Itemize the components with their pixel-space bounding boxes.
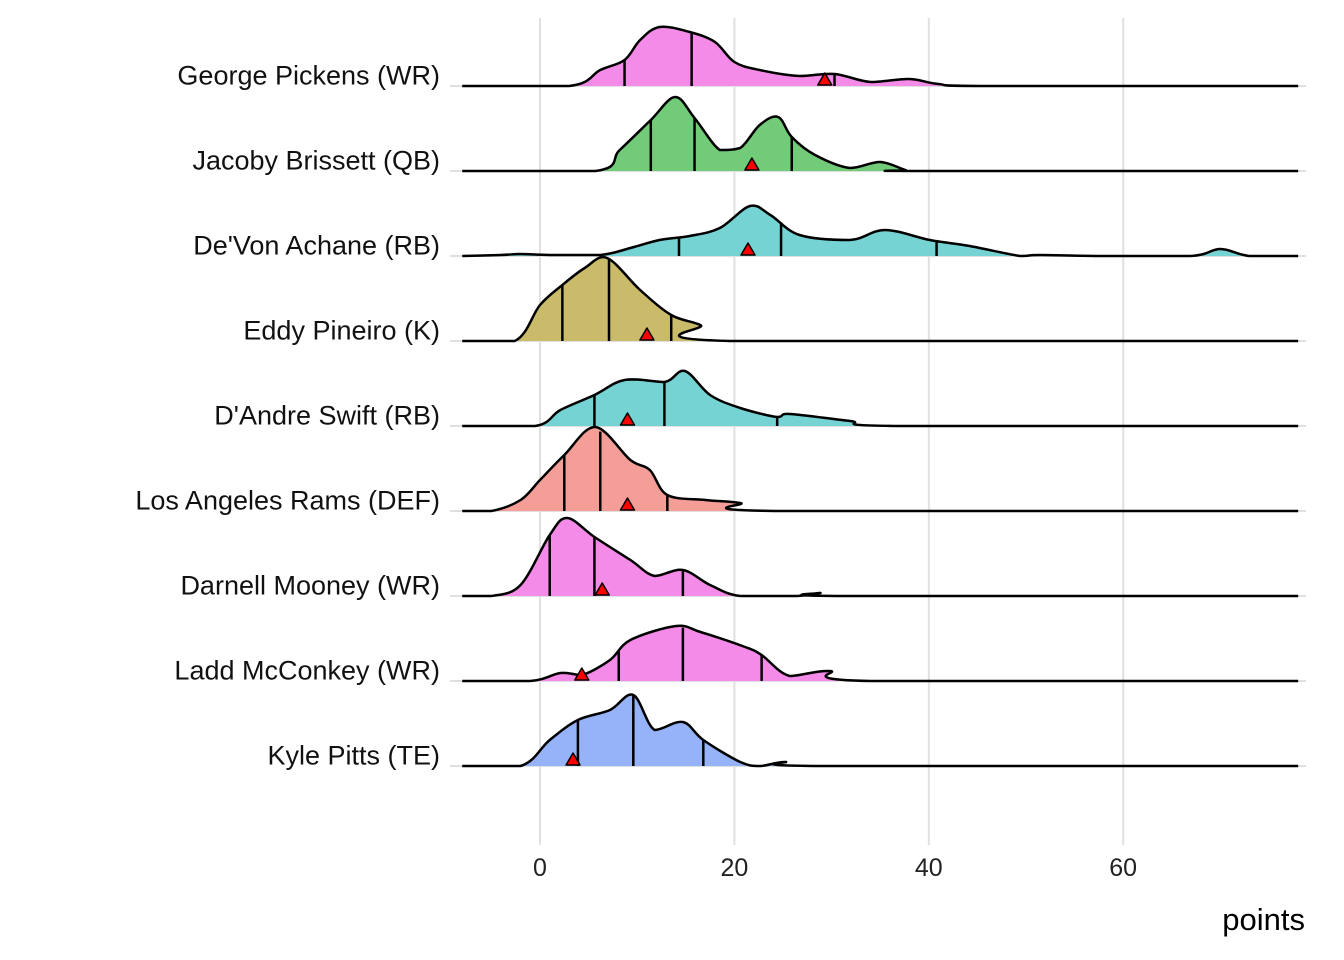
- density-fill: [462, 694, 1299, 766]
- density-fill: [462, 370, 1299, 426]
- marker-triangle: [740, 242, 756, 256]
- x-axis-ticks: 0 20 40 60: [533, 854, 1137, 882]
- y-label: Kyle Pitts (TE): [267, 741, 440, 771]
- density-outline: [462, 624, 1299, 683]
- density-fill: [462, 26, 1299, 86]
- density-fill: [462, 625, 1299, 681]
- y-label: George Pickens (WR): [177, 61, 440, 91]
- marker-triangle: [744, 157, 760, 171]
- density-outline: [462, 204, 1299, 258]
- y-label: Eddy Pineiro (K): [243, 316, 440, 346]
- marker-triangle: [817, 72, 833, 86]
- ridge-4: [462, 369, 1299, 428]
- marker-triangle: [619, 497, 636, 511]
- density-outline: [462, 369, 1299, 428]
- y-label: Darnell Mooney (WR): [180, 571, 440, 601]
- ridges: [462, 25, 1299, 768]
- density-outline: [462, 516, 1299, 598]
- x-tick-label: 60: [1109, 854, 1137, 882]
- marker-triangle: [639, 327, 655, 341]
- density-outline: [462, 95, 1299, 173]
- marker-triangle: [565, 752, 581, 766]
- ridge-7: [462, 624, 1299, 683]
- y-label: Jacoby Brissett (QB): [192, 146, 440, 176]
- density-fill: [462, 426, 1299, 511]
- density-outline: [462, 693, 1299, 768]
- y-label: Ladd McConkey (WR): [174, 656, 440, 686]
- density-fill: [462, 517, 1299, 596]
- marker-triangle: [594, 582, 610, 596]
- marker-triangle: [619, 412, 636, 426]
- x-tick-label: 20: [720, 854, 748, 882]
- marker-triangle: [574, 667, 590, 681]
- density-outline: [462, 255, 1299, 343]
- y-label: D'Andre Swift (RB): [214, 401, 440, 431]
- ridge-1: [462, 95, 1299, 173]
- ridge-0: [462, 25, 1299, 88]
- ridge-8: [462, 693, 1299, 768]
- density-fill: [462, 257, 1299, 341]
- ridge-3: [462, 255, 1299, 343]
- x-axis-title: points: [1222, 902, 1305, 937]
- y-label: De'Von Achane (RB): [193, 231, 440, 261]
- ridge-2: [462, 204, 1299, 258]
- density-outline: [462, 425, 1299, 513]
- y-axis-labels: George Pickens (WR) Jacoby Brissett (QB) D…: [135, 61, 440, 771]
- density-fill: [462, 96, 1299, 171]
- ridge-5: [462, 425, 1299, 513]
- density-outline: [462, 25, 1299, 88]
- x-tick-label: 0: [533, 854, 547, 882]
- ridge-6: [462, 516, 1299, 598]
- x-tick-label: 40: [915, 854, 943, 882]
- y-label: Los Angeles Rams (DEF): [135, 486, 440, 516]
